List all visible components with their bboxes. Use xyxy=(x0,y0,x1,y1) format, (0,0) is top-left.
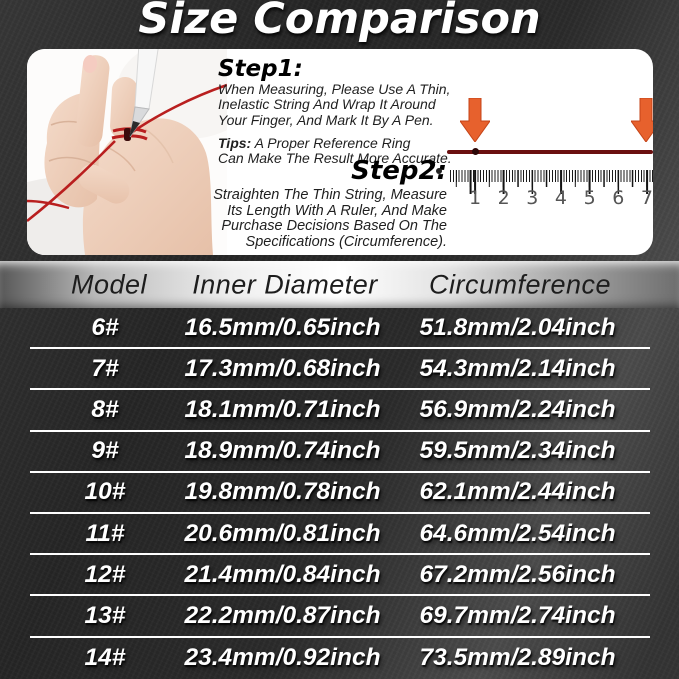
model-cell: 10# xyxy=(84,478,126,506)
model-cell: 8# xyxy=(91,395,119,423)
table-row: 9# 18.9mm/0.74inch 59.5mm/2.34inch xyxy=(30,432,650,473)
step1-line: Your Finger, And Mark It By A Pen. xyxy=(218,111,434,128)
instructions-card: Step1: When Measuring, Please Use A Thin… xyxy=(27,49,653,255)
inner-diameter-cell: 20.6mm/0.81inch xyxy=(184,519,381,547)
hand-measurement-photo xyxy=(27,49,227,255)
model-cell: 9# xyxy=(91,437,119,465)
step1-line: Inelastic String And Wrap It Around xyxy=(218,96,436,113)
tips-line: Tips: A Proper Reference Ring xyxy=(218,134,452,151)
ruler-number: 3 xyxy=(526,187,539,209)
circumference-cell: 59.5mm/2.34inch xyxy=(419,437,616,465)
model-cell: 11# xyxy=(85,519,125,547)
circumference-cell: 62.1mm/2.44inch xyxy=(419,478,616,506)
column-header-model: Model xyxy=(70,269,148,299)
model-cell: 6# xyxy=(91,313,119,341)
ruler-number: 5 xyxy=(583,187,596,209)
ruler-numbers: 1 2 3 4 5 6 7 xyxy=(463,187,653,209)
string-mark-dot xyxy=(472,148,479,155)
inner-diameter-cell: 16.5mm/0.65inch xyxy=(184,313,381,341)
ruler-number: 1 xyxy=(468,187,482,209)
model-cell: 13# xyxy=(84,601,126,629)
page-title: Size Comparison xyxy=(138,0,541,44)
inner-diameter-cell: 21.4mm/0.84inch xyxy=(184,560,381,588)
inner-diameter-cell: 18.9mm/0.74inch xyxy=(184,437,381,465)
circumference-cell: 64.6mm/2.54inch xyxy=(419,519,616,547)
stretched-string-line xyxy=(447,150,653,154)
table-row: 6# 16.5mm/0.65inch 51.8mm/2.04inch xyxy=(30,308,650,350)
down-arrow-icon xyxy=(460,98,490,142)
table-row: 8# 18.1mm/0.71inch 56.9mm/2.24inch xyxy=(30,390,650,432)
ruler-number: 7 xyxy=(640,187,653,209)
ruler-end-dot xyxy=(436,168,442,174)
down-arrow-icon xyxy=(631,98,653,142)
ruler-number: 6 xyxy=(612,187,625,209)
model-cell: 14# xyxy=(84,644,126,672)
circumference-cell: 54.3mm/2.14inch xyxy=(419,354,616,382)
tips-line: Can Make The Result More Accurate. xyxy=(218,150,452,167)
circumference-cell: 73.5mm/2.89inch xyxy=(419,644,616,672)
circumference-cell: 69.7mm/2.74inch xyxy=(419,601,616,629)
table-row: 13# 22.2mm/0.87inch 69.7mm/2.74inch xyxy=(30,596,650,638)
table-row: 10# 19.8mm/0.78inch 62.1mm/2.44inch xyxy=(30,473,650,514)
step2-line: Straighten The Thin String, Measure xyxy=(213,187,447,203)
table-header: Model Inner Diameter Circumference xyxy=(0,261,679,308)
inner-diameter-cell: 23.4mm/0.92inch xyxy=(184,644,381,672)
step2-line: Its Length With A Ruler, And Make xyxy=(227,202,447,219)
inner-diameter-cell: 19.8mm/0.78inch xyxy=(184,478,381,506)
inner-diameter-cell: 18.1mm/0.71inch xyxy=(184,395,381,423)
table-row: 12# 21.4mm/0.84inch 67.2mm/2.56inch xyxy=(30,555,650,597)
circumference-cell: 67.2mm/2.56inch xyxy=(419,560,616,588)
table-row: 11# 20.6mm/0.81inch 64.6mm/2.54inch xyxy=(30,514,650,556)
step2-line: Purchase Decisions Based On The xyxy=(221,218,447,235)
inner-diameter-cell: 17.3mm/0.68inch xyxy=(184,354,381,382)
column-header-inner-diameter: Inner Diameter xyxy=(192,269,378,299)
ruler-number: 2 xyxy=(497,187,510,209)
table-row: 14# 23.4mm/0.92inch 73.5mm/2.89inch xyxy=(30,638,650,679)
step1-line: When Measuring, Please Use A Thin, xyxy=(218,81,451,97)
ruler-ticks xyxy=(448,170,653,194)
step2-line: Specifications (Circumference). xyxy=(245,233,447,250)
size-table: 6# 16.5mm/0.65inch 51.8mm/2.04inch 7# 17… xyxy=(30,308,650,679)
step2-heading: Step2: xyxy=(351,156,447,186)
circumference-cell: 51.8mm/2.04inch xyxy=(419,313,616,341)
step1-heading: Step1: xyxy=(218,56,303,82)
step2-section: Step2: Straighten The Thin String, Measu… xyxy=(137,157,447,250)
tips-text: A Proper Reference Ring xyxy=(254,134,411,151)
inner-diameter-cell: 22.2mm/0.87inch xyxy=(184,601,381,629)
step1-section: Step1: When Measuring, Please Use A Thin… xyxy=(218,56,452,166)
ruler-number: 4 xyxy=(554,187,568,209)
table-row: 7# 17.3mm/0.68inch 54.3mm/2.14inch xyxy=(30,349,650,391)
tips-label: Tips: xyxy=(218,134,252,151)
model-cell: 7# xyxy=(91,354,119,382)
model-cell: 12# xyxy=(84,560,126,588)
column-header-circumference: Circumference xyxy=(428,269,612,299)
circumference-cell: 56.9mm/2.24inch xyxy=(419,395,616,423)
